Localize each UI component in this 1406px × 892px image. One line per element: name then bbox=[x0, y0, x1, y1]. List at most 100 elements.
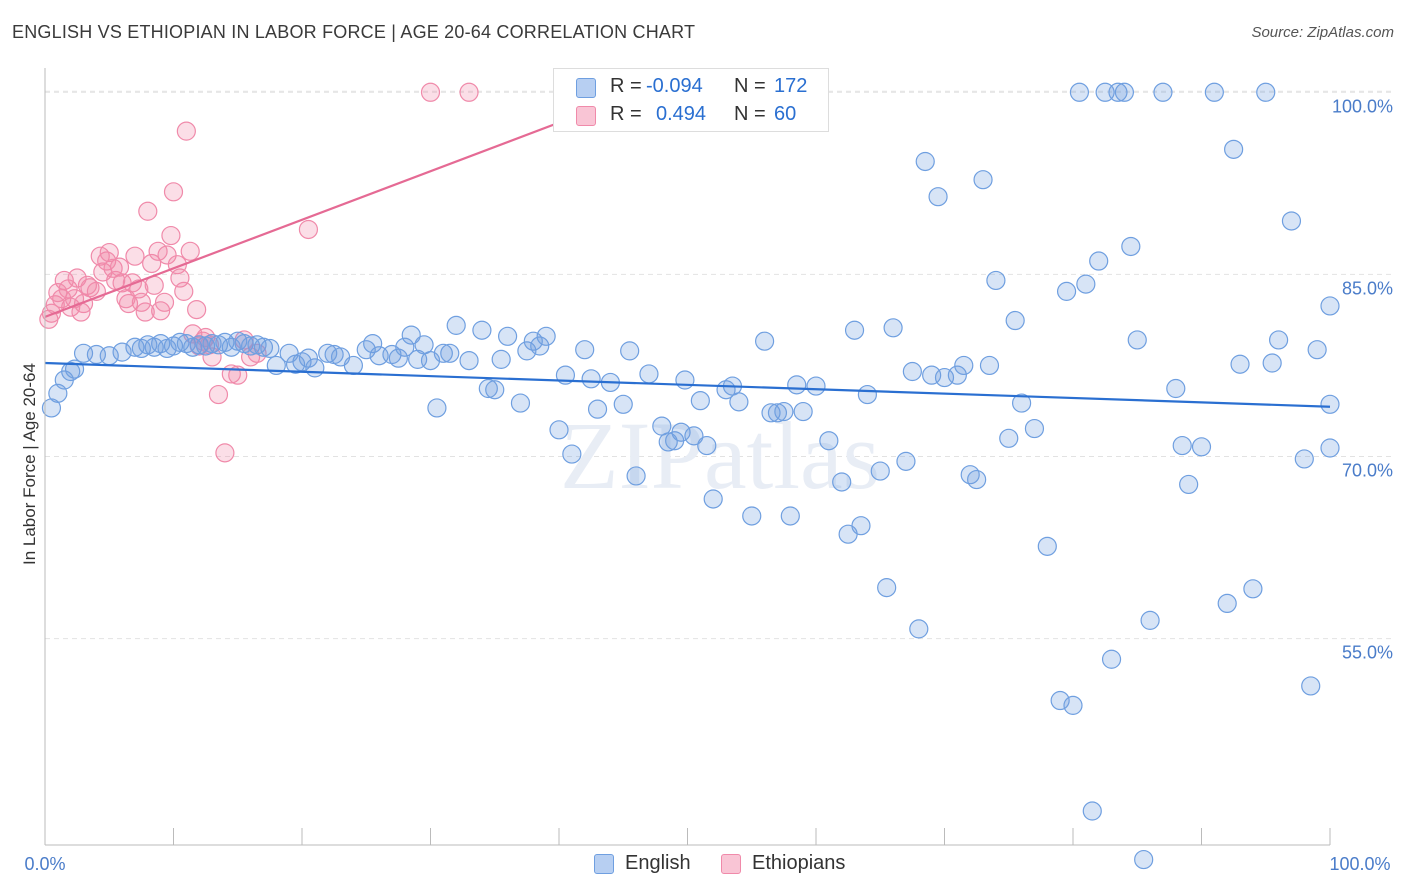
axes: 55.0% 70.0% 85.0% 100.0% 0.0% 100.0% bbox=[24, 68, 1393, 874]
english-point bbox=[774, 401, 794, 422]
n-value: 60 bbox=[774, 103, 797, 125]
english-point bbox=[832, 472, 852, 492]
chart-title: ENGLISH VS ETHIOPIAN IN LABOR FORCE | AG… bbox=[12, 22, 696, 42]
english-point bbox=[1243, 579, 1263, 599]
r-value: -0.094 bbox=[646, 75, 703, 97]
english-point bbox=[401, 325, 421, 345]
english-point bbox=[485, 380, 505, 400]
english-point bbox=[260, 338, 280, 359]
english-swatch bbox=[576, 78, 596, 98]
english-point bbox=[581, 369, 601, 389]
n-value: 172 bbox=[774, 75, 808, 97]
english-point bbox=[787, 375, 807, 395]
ethiopians-point bbox=[202, 347, 222, 367]
english-point bbox=[1281, 211, 1302, 231]
x-tick-label: 0.0% bbox=[24, 854, 65, 874]
r-label: R = bbox=[610, 75, 642, 97]
english-point bbox=[587, 399, 608, 419]
ethiopians-point bbox=[208, 384, 229, 405]
english-point bbox=[1127, 330, 1147, 350]
english-point bbox=[517, 341, 537, 361]
english-point bbox=[857, 384, 878, 405]
english-point bbox=[1262, 353, 1282, 373]
ethiopians-point bbox=[163, 182, 184, 202]
english-point bbox=[1307, 340, 1327, 360]
ethiopians-point bbox=[80, 278, 100, 298]
english-point bbox=[767, 403, 788, 423]
english-point bbox=[877, 578, 897, 598]
english-point bbox=[1204, 82, 1224, 102]
english-point bbox=[671, 422, 691, 442]
english-point bbox=[170, 332, 190, 352]
ethiopians-point bbox=[161, 225, 181, 246]
english-point bbox=[562, 444, 582, 464]
ethiopians-point bbox=[138, 201, 158, 221]
ethiopians-point bbox=[420, 82, 441, 102]
y-tick-label: 85.0% bbox=[1342, 278, 1393, 298]
english-point bbox=[1172, 435, 1192, 456]
legend-row-english: R = -0.094 N = 172 bbox=[554, 73, 828, 101]
y-tick-label: 55.0% bbox=[1342, 643, 1393, 663]
ethiopians-points bbox=[39, 82, 479, 463]
english-point bbox=[343, 355, 363, 376]
english-point bbox=[1121, 236, 1141, 257]
english-point bbox=[684, 426, 704, 446]
trend-lines bbox=[44, 121, 1331, 408]
ethiopians-swatch bbox=[576, 106, 596, 126]
english-point bbox=[478, 378, 498, 399]
english-point bbox=[613, 394, 633, 414]
english-point bbox=[1230, 354, 1250, 374]
english-point bbox=[954, 355, 974, 376]
y-axis-label: In Labor Force | Age 20-64 bbox=[20, 363, 39, 565]
ethiopians-point bbox=[180, 241, 200, 261]
ethiopians-point bbox=[215, 443, 235, 463]
english-point bbox=[1140, 610, 1160, 630]
r-value: 0.494 bbox=[656, 103, 707, 125]
english-point bbox=[1056, 281, 1077, 301]
english-point bbox=[395, 337, 415, 357]
english-point bbox=[498, 326, 518, 346]
english-point bbox=[883, 318, 903, 338]
ethiopians-point bbox=[176, 121, 196, 141]
y-tick-label: 70.0% bbox=[1342, 461, 1393, 481]
english-point bbox=[870, 461, 890, 481]
english-point bbox=[780, 506, 800, 526]
ethiopians-point bbox=[459, 82, 479, 102]
english-point bbox=[1320, 296, 1340, 316]
english-point bbox=[1294, 449, 1314, 469]
english-point bbox=[1037, 536, 1057, 556]
english-point bbox=[1320, 438, 1340, 458]
english-point bbox=[1179, 474, 1199, 495]
english-point bbox=[658, 432, 678, 452]
english-point bbox=[363, 333, 383, 354]
english-point bbox=[947, 365, 967, 385]
english-point bbox=[1114, 82, 1135, 102]
english-point bbox=[703, 489, 723, 509]
english-legend-label: English bbox=[625, 852, 691, 874]
ethiopians-point bbox=[67, 268, 87, 288]
english-point bbox=[1050, 690, 1070, 711]
ethiopians-point bbox=[125, 246, 145, 266]
english-point bbox=[620, 341, 640, 361]
english-point bbox=[575, 340, 595, 360]
english-point bbox=[305, 358, 325, 378]
english-point bbox=[1063, 695, 1083, 715]
english-point bbox=[690, 391, 710, 411]
english-point bbox=[973, 170, 993, 190]
english-point bbox=[742, 506, 762, 526]
english-point bbox=[1108, 82, 1128, 102]
english-point bbox=[844, 320, 865, 340]
ethiopians-trend-line bbox=[44, 121, 560, 318]
english-point bbox=[510, 393, 531, 413]
english-point bbox=[388, 348, 408, 368]
r-label: R = bbox=[610, 103, 642, 125]
english-point bbox=[967, 469, 987, 490]
english-point bbox=[729, 392, 749, 412]
english-point bbox=[793, 401, 813, 422]
english-point bbox=[491, 349, 511, 369]
english-point bbox=[1153, 82, 1173, 102]
english-point bbox=[986, 270, 1006, 291]
ethiopians-point bbox=[112, 273, 132, 293]
watermark: ZIPatlas bbox=[560, 402, 880, 509]
